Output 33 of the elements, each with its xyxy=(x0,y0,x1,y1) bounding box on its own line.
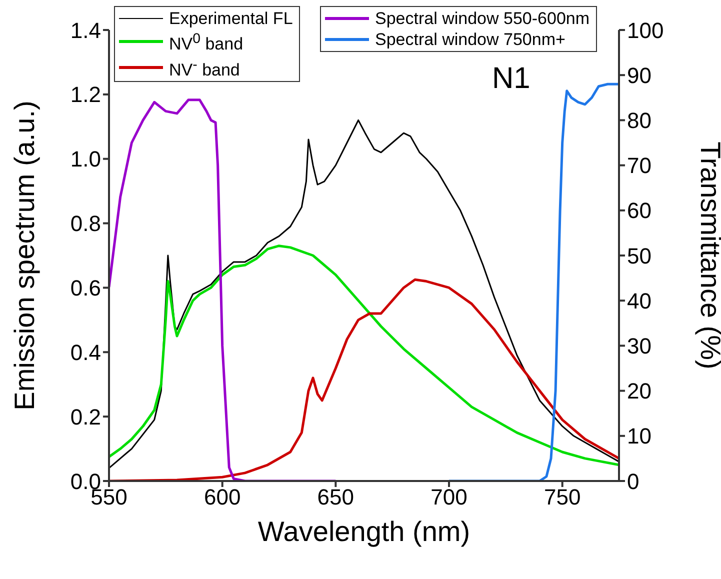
y2-tick-label: 30 xyxy=(627,334,652,359)
y-tick-label: 0.2 xyxy=(70,404,101,430)
y2-tick-label: 10 xyxy=(627,424,652,449)
x-tick-label: 700 xyxy=(430,484,468,510)
x-tick-label: 650 xyxy=(317,484,354,510)
y2-tick-label: 80 xyxy=(627,108,652,134)
x-axis-title: Wavelength (nm) xyxy=(258,516,470,547)
y2-tick-label: 40 xyxy=(627,288,652,314)
y-tick-label: 1.0 xyxy=(70,146,101,172)
y-tick-label: 1.4 xyxy=(70,18,101,43)
y2-tick-label: 60 xyxy=(627,198,652,224)
y-tick-label: 0.6 xyxy=(70,276,101,301)
y2-axis-title: Transmittance (%) xyxy=(695,142,721,370)
legend-label: Experimental FL xyxy=(169,8,293,29)
x-tick-label: 750 xyxy=(544,484,581,510)
y2-tick-label: 100 xyxy=(627,18,664,43)
line-series xyxy=(109,244,619,466)
legend-label: Spectral window 550-600nm xyxy=(375,8,590,29)
y-tick-label: 1.2 xyxy=(70,82,101,108)
y-axis-title: Emission spectrum (a.u.) xyxy=(8,100,40,410)
y2-tick-label: 70 xyxy=(627,153,652,178)
y2-tick-label: 90 xyxy=(627,62,652,88)
legend-label: Spectral window 750nm+ xyxy=(375,29,566,50)
annotation: N1 xyxy=(492,62,530,96)
y2-tick-label: 50 xyxy=(627,243,652,268)
y2-tick-label: 20 xyxy=(627,378,652,404)
legend-label: NV$^{-}$ band xyxy=(169,56,240,80)
y-tick-label: 0.8 xyxy=(70,211,101,236)
legend-label: NV$^{0}$ band xyxy=(169,30,244,55)
line-series xyxy=(109,119,619,469)
x-tick-label: 600 xyxy=(204,484,241,510)
y-tick-label: 0.4 xyxy=(70,340,101,365)
y2-tick-label: 0 xyxy=(627,468,640,494)
